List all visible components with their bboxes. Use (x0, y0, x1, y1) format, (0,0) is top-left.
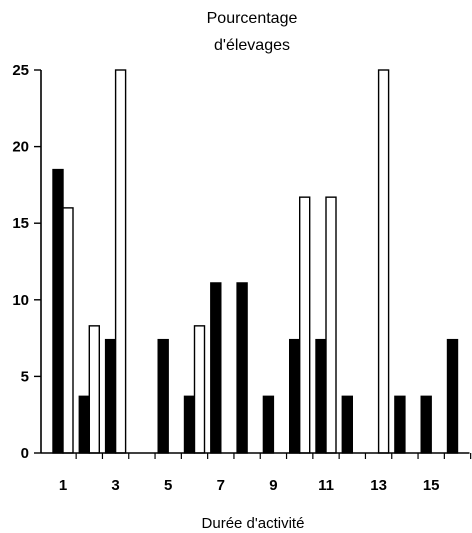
bar-filled-5 (157, 338, 169, 454)
bar-filled-1 (52, 168, 64, 454)
bar-filled-3 (104, 338, 117, 454)
bar-outline-3 (114, 69, 127, 454)
bar-filled-2 (78, 395, 91, 454)
x-tick-label-13: 13 (370, 477, 387, 494)
x-axis-label: Durée d'activité (202, 515, 305, 532)
bar-filled-14 (394, 395, 406, 454)
bar-filled-6 (183, 395, 196, 454)
y-tick-label-10: 10 (12, 292, 29, 309)
bar-filled-10 (289, 338, 301, 454)
y-tick-label-25: 25 (12, 62, 29, 79)
x-tick-label-5: 5 (164, 477, 172, 494)
bar-filled-7 (210, 282, 222, 454)
bar-filled-8 (236, 282, 248, 454)
bar-filled-15 (420, 395, 432, 454)
x-tick-label-1: 1 (59, 477, 67, 494)
bar-outline-11 (325, 196, 337, 454)
bar-filled-12 (341, 395, 353, 454)
bar-filled-11 (315, 338, 327, 454)
x-tick-label-15: 15 (423, 477, 440, 494)
bar-outline-13 (377, 69, 390, 454)
x-tick-label-7: 7 (217, 477, 225, 494)
bar-outline-6 (193, 325, 206, 454)
bar-outline-10 (299, 196, 311, 454)
bar-outline-1 (62, 207, 74, 454)
y-tick-label-20: 20 (12, 139, 29, 156)
chart-title-line2: d'élevages (214, 37, 290, 54)
bar-filled-9 (262, 395, 275, 454)
y-tick-label-15: 15 (12, 215, 29, 232)
x-tick-label-9: 9 (269, 477, 277, 494)
x-tick-label-3: 3 (111, 477, 119, 494)
bar-filled-16 (446, 338, 459, 454)
chart-title-line1: Pourcentage (207, 10, 298, 27)
bar-outline-2 (88, 325, 101, 454)
x-tick-label-11: 11 (318, 477, 334, 494)
y-tick-label-5: 5 (21, 368, 29, 385)
y-tick-label-0: 0 (21, 445, 29, 462)
bars-group (52, 69, 459, 454)
